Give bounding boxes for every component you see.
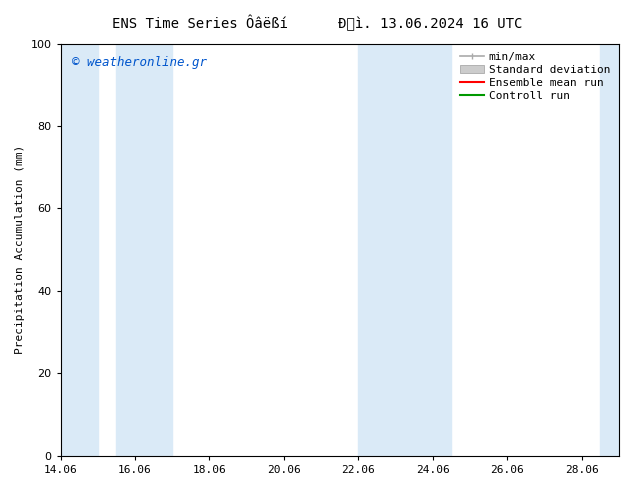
- Bar: [600, 44, 619, 456]
- Bar: [117, 44, 172, 456]
- Bar: [61, 44, 98, 456]
- Bar: [358, 44, 414, 456]
- Text: © weatheronline.gr: © weatheronline.gr: [72, 56, 207, 69]
- Text: ENS Time Series Ôâëßí      Đảì. 13.06.2024 16 UTC: ENS Time Series Ôâëßí Đảì. 13.06.2024 16…: [112, 15, 522, 31]
- Y-axis label: Precipitation Accumulation (mm): Precipitation Accumulation (mm): [15, 145, 25, 354]
- Legend: min/max, Standard deviation, Ensemble mean run, Controll run: min/max, Standard deviation, Ensemble me…: [456, 49, 614, 104]
- Bar: [414, 44, 451, 456]
